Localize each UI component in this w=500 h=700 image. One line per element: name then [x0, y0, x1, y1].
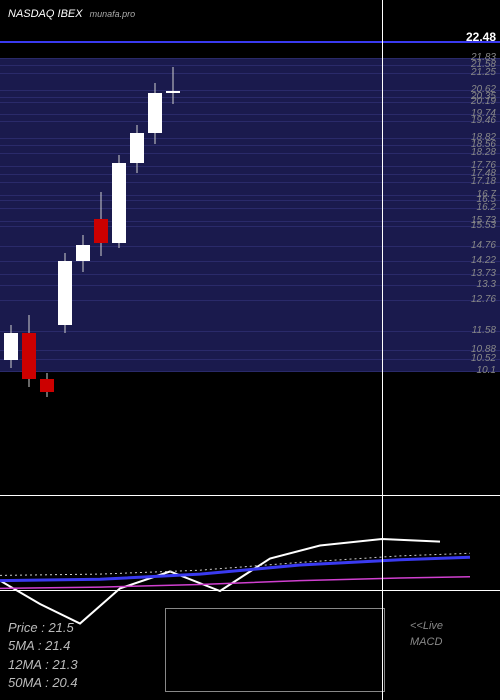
- live-label: <<Live: [410, 620, 443, 632]
- title-main: NASDAQ IBEX: [8, 8, 83, 20]
- candlestick: [22, 315, 36, 387]
- price-tick: 10.52: [471, 353, 496, 364]
- price-tick: 18.28: [471, 147, 496, 158]
- price-grid: [0, 40, 500, 400]
- chart-title: NASDAQ IBEX munafa.pro: [8, 8, 135, 20]
- price-tick: 12.76: [471, 294, 496, 305]
- current-price: 22.48: [466, 30, 496, 44]
- price-tick: 11.58: [472, 325, 496, 336]
- candlestick: [58, 253, 72, 333]
- macd-box: [165, 608, 385, 692]
- price-tick: 14.76: [471, 240, 496, 251]
- price-tick: 14.22: [471, 255, 496, 266]
- indicator-line-ma-blue: [0, 557, 470, 580]
- title-sub: munafa.pro: [90, 9, 136, 19]
- price-tick: 15.53: [471, 220, 496, 231]
- price-tick: 17.18: [471, 176, 496, 187]
- price-tick: 21.25: [471, 67, 496, 78]
- price-tick: 13.73: [471, 268, 496, 279]
- stock-chart: NASDAQ IBEX munafa.pro 22.48 21.8321.582…: [0, 0, 500, 700]
- info-line: 50MA : 20.4: [8, 674, 78, 692]
- info-line: 12MA : 21.3: [8, 656, 78, 674]
- info-line: Price : 21.5: [8, 619, 78, 637]
- candlestick: [94, 192, 108, 256]
- candlestick: [166, 67, 180, 104]
- price-tick: 13.3: [477, 279, 496, 290]
- info-line: 5MA : 21.4: [8, 637, 78, 655]
- macd-label: MACD: [410, 636, 442, 648]
- price-tick: 19.46: [471, 115, 496, 126]
- panel-divider-2: [0, 590, 500, 591]
- candlestick: [130, 125, 144, 173]
- candlestick: [112, 155, 126, 248]
- info-box: Price : 21.55MA : 21.412MA : 21.350MA : …: [8, 619, 78, 692]
- cursor-vertical-line: [382, 0, 383, 700]
- price-tick: 20.19: [471, 96, 496, 107]
- candlestick: [148, 83, 162, 144]
- candlestick: [76, 235, 90, 272]
- candlestick: [40, 373, 54, 397]
- price-tick: 16.2: [477, 202, 496, 213]
- price-tick: 10.1: [477, 365, 496, 376]
- candlestick: [4, 325, 18, 368]
- panel-divider-1: [0, 495, 500, 496]
